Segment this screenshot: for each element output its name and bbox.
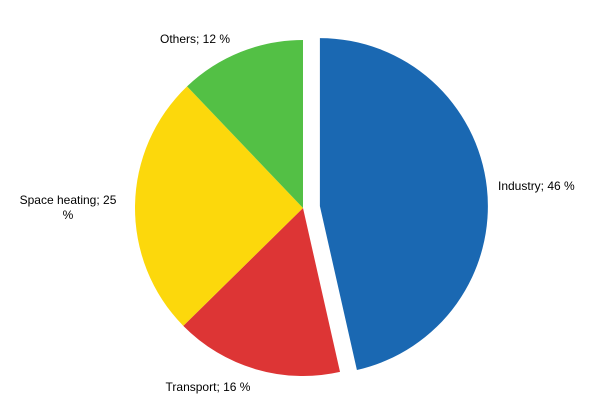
- pie-label-industry: Industry; 46 %: [498, 179, 575, 193]
- pie-labels: Industry; 46 % Transport; 16 % Space heati…: [20, 32, 575, 394]
- pie-slice-others: [187, 40, 303, 208]
- pie-label-transport: Transport; 16 %: [166, 380, 251, 394]
- pie-label-others: Others; 12 %: [160, 32, 230, 46]
- pie-label-space-heating: Space heating; 25%: [20, 193, 117, 222]
- pie-slice-transport: [183, 208, 341, 376]
- pie-slice-space-heating: [135, 86, 303, 326]
- pie-slice-industry: [319, 38, 488, 370]
- pie-slices: [135, 38, 488, 376]
